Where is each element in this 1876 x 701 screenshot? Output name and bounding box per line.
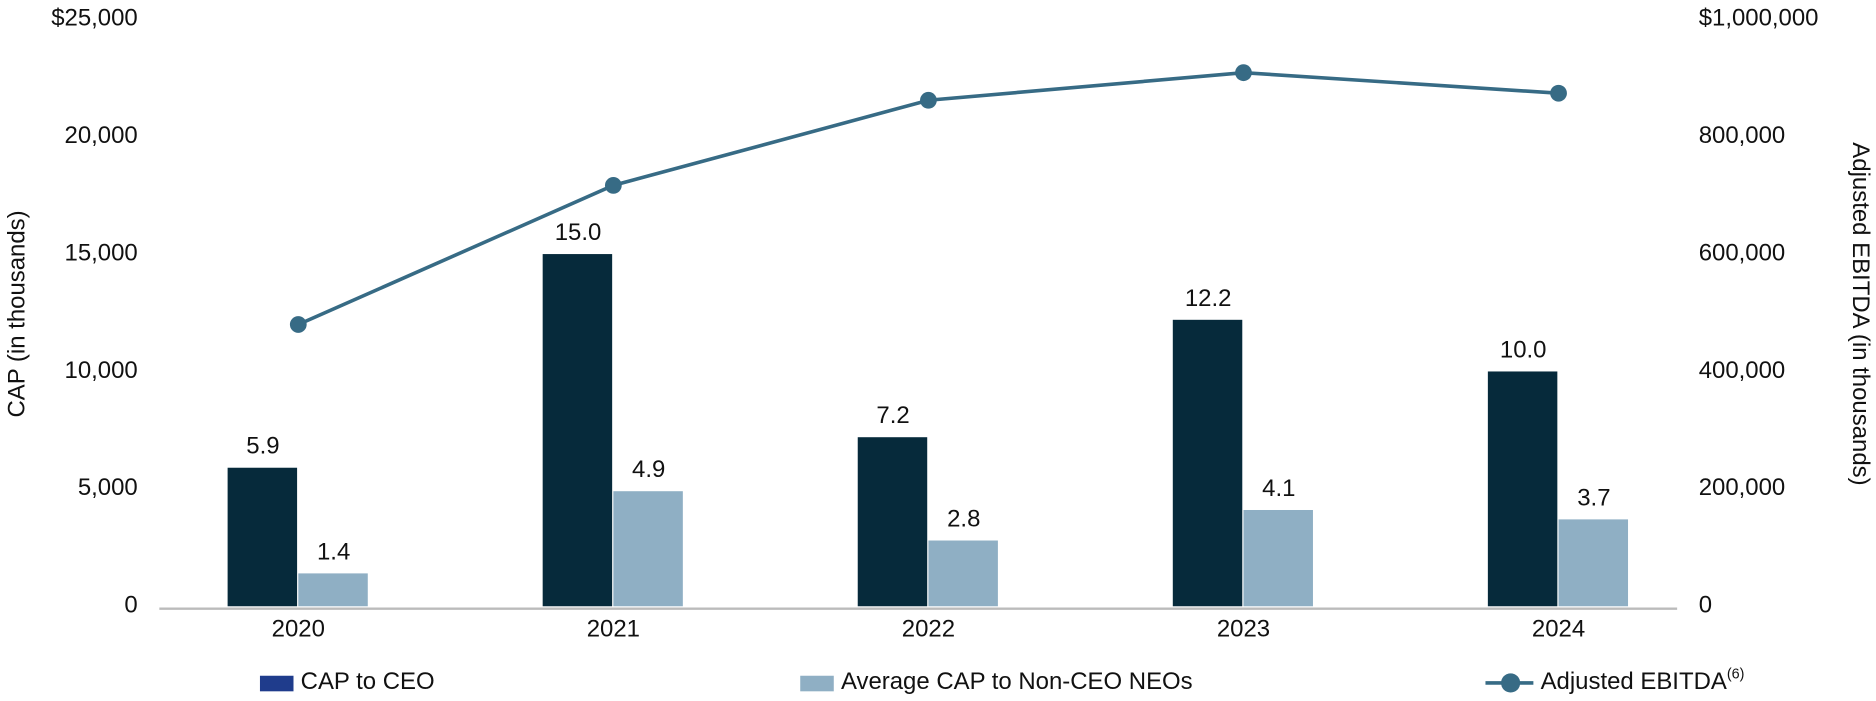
x-tick-label: 2023 xyxy=(1217,616,1270,643)
bar xyxy=(1172,319,1243,607)
x-tick-label: 2020 xyxy=(272,616,325,643)
y-axis-title: CAP (in thousands) xyxy=(3,210,30,417)
bar xyxy=(857,437,928,607)
y2-tick-label: $1,000,000 xyxy=(1699,5,1819,32)
data-label: 15.0 xyxy=(555,219,602,246)
bar xyxy=(613,491,683,607)
legend-marker xyxy=(1501,673,1521,693)
legend-superscript: (6) xyxy=(1727,666,1745,682)
x-tick-label: 2024 xyxy=(1532,616,1585,643)
data-label: 3.7 xyxy=(1577,484,1610,511)
line-point xyxy=(1550,84,1567,102)
legend-label: Average CAP to Non-CEO NEOs xyxy=(841,668,1193,695)
y-tick-label: $25,000 xyxy=(51,5,138,32)
data-label: 12.2 xyxy=(1185,285,1232,312)
y-tick-label: 10,000 xyxy=(65,357,138,384)
legend-name: Adjusted EBITDA xyxy=(1541,668,1727,695)
y2-tick-label: 800,000 xyxy=(1699,122,1786,149)
legend-label: Adjusted EBITDA(6) xyxy=(1541,666,1745,695)
legend-name: CAP to CEO xyxy=(301,668,435,695)
y-tick-label: 5,000 xyxy=(78,474,138,501)
bar xyxy=(928,540,998,607)
legend-label: CAP to CEO xyxy=(301,668,435,695)
y-tick-label: 20,000 xyxy=(65,122,138,149)
bar xyxy=(1558,519,1629,607)
bar xyxy=(542,254,613,607)
data-label: 10.0 xyxy=(1500,336,1547,363)
line xyxy=(297,70,1559,327)
bar xyxy=(1487,371,1558,607)
bar xyxy=(298,573,368,607)
line-point xyxy=(604,176,622,194)
y2-tick-label: 200,000 xyxy=(1699,474,1786,501)
y2-tick-label: 0 xyxy=(1699,592,1712,619)
line-point xyxy=(289,316,307,333)
line-point xyxy=(920,91,937,109)
data-label: 1.4 xyxy=(317,538,350,565)
y2-tick-label: 400,000 xyxy=(1699,357,1786,384)
line-point xyxy=(1235,64,1252,82)
y2-axis-title: Adjusted EBITDA (in thousands) xyxy=(1847,142,1874,485)
x-tick-label: 2022 xyxy=(902,616,955,643)
y2-tick-label: 600,000 xyxy=(1699,239,1786,266)
bar xyxy=(227,467,298,607)
data-label: 4.9 xyxy=(632,456,665,483)
data-label: 4.1 xyxy=(1262,475,1295,502)
data-label: 7.2 xyxy=(876,402,909,429)
x-tick-label: 2021 xyxy=(587,616,640,643)
y-tick-label: 0 xyxy=(124,592,137,619)
y-tick-label: 15,000 xyxy=(65,239,138,266)
data-label: 2.8 xyxy=(947,505,980,532)
legend-swatch xyxy=(259,675,294,692)
bar xyxy=(1243,509,1313,607)
data-label: 5.9 xyxy=(246,433,279,460)
legend-name: Average CAP to Non-CEO NEOs xyxy=(841,668,1193,695)
legend-swatch xyxy=(800,675,834,692)
